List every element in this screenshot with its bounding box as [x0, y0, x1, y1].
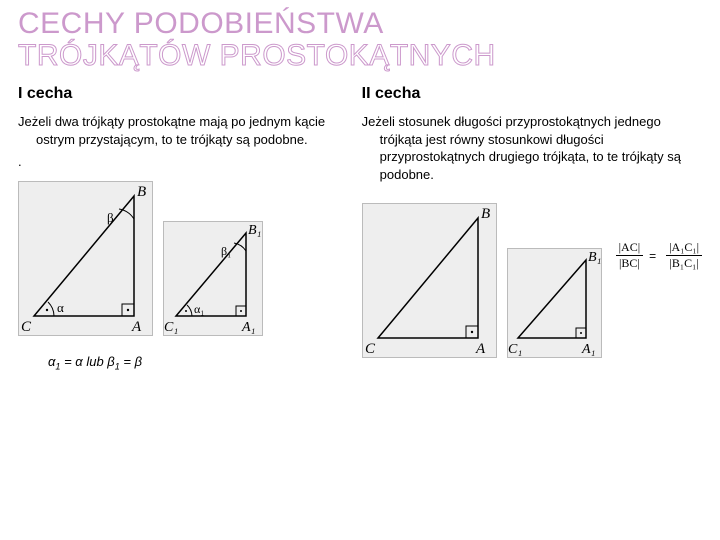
- triangle-big-svg: B C A β α: [19, 181, 152, 336]
- ratio-right-bot: |B₁C₁|: [666, 256, 701, 271]
- svg-text:B: B: [137, 184, 146, 200]
- svg-text:β: β: [107, 210, 114, 225]
- ratio-left: |AC| |BC|: [616, 240, 643, 271]
- ratio-equation: |AC| |BC| = |A₁C₁| |B₁C₁|: [612, 240, 702, 271]
- cecha1-body-text: Jeżeli dwa trójkąty prostokątne mają po …: [18, 113, 338, 148]
- cecha1-dot: .: [18, 154, 338, 169]
- cecha2-body: Jeżeli stosunek długości przyprostokątny…: [362, 113, 702, 183]
- triangle-small2-svg: B₁ C₁ A₁: [508, 248, 601, 358]
- ratio-eq: =: [649, 249, 656, 263]
- triangle-small-svg: B₁ C₁ A₁ β₁ α₁: [164, 221, 262, 336]
- svg-text:β₁: β₁: [221, 244, 231, 258]
- svg-text:A₁: A₁: [241, 320, 255, 335]
- cecha1-heading: I cecha: [18, 85, 338, 103]
- svg-text:C₁: C₁: [164, 320, 178, 335]
- cecha2-heading: II cecha: [362, 85, 702, 103]
- svg-text:B: B: [481, 206, 490, 222]
- title-line1: CECHY PODOBIEŃSTWA: [18, 7, 384, 40]
- cecha2-column: II cecha Jeżeli stosunek długości przypr…: [362, 85, 702, 372]
- ratio-left-bot: |BC|: [616, 256, 643, 271]
- cecha2-triangle-big: B C A: [362, 203, 497, 358]
- content-columns: I cecha Jeżeli dwa trójkąty prostokątne …: [18, 85, 702, 372]
- svg-text:A: A: [131, 319, 142, 335]
- ratio-right: |A₁C₁| |B₁C₁|: [666, 240, 702, 271]
- svg-text:B₁: B₁: [588, 250, 601, 265]
- cecha1-triangle-big: B C A β α: [18, 181, 153, 336]
- svg-text:C: C: [21, 319, 32, 335]
- cecha2-triangle-small: B₁ C₁ A₁: [507, 248, 602, 358]
- cecha1-diagram-row: B C A β α B₁ C₁ A₁: [18, 181, 338, 336]
- cecha2-body-text: Jeżeli stosunek długości przyprostokątny…: [362, 113, 702, 183]
- cecha1-column: I cecha Jeżeli dwa trójkąty prostokątne …: [18, 85, 338, 372]
- svg-text:B₁: B₁: [248, 223, 261, 238]
- svg-text:C: C: [365, 341, 376, 357]
- cecha2-diagram-row: B C A B₁ C₁ A₁ |AC|: [362, 203, 702, 358]
- ratio-right-top: |A₁C₁|: [666, 240, 702, 255]
- title-line2: TRÓJKĄTÓW PROSTOKĄTNYCH: [18, 39, 496, 72]
- triangle-big2-svg: B C A: [363, 203, 496, 358]
- cecha1-triangle-small: B₁ C₁ A₁ β₁ α₁: [163, 221, 263, 336]
- cecha1-body: Jeżeli dwa trójkąty prostokątne mają po …: [18, 113, 338, 148]
- svg-text:A: A: [475, 341, 486, 357]
- svg-text:C₁: C₁: [508, 342, 522, 357]
- svg-text:α: α: [57, 300, 64, 315]
- slide-title: CECHY PODOBIEŃSTWA TRÓJKĄTÓW PROSTOKĄTNY…: [18, 8, 702, 71]
- cecha1-formula: α1 = α lub β1 = β: [18, 354, 338, 372]
- svg-text:A₁: A₁: [581, 342, 595, 357]
- svg-text:α₁: α₁: [194, 302, 204, 316]
- ratio-left-top: |AC|: [616, 240, 643, 255]
